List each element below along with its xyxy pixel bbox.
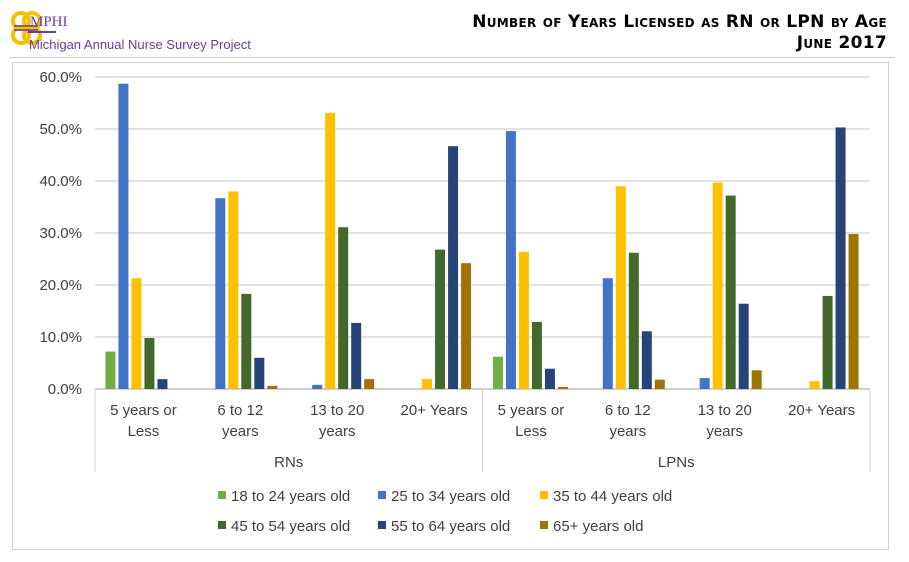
legend-label: 35 to 44 years old bbox=[553, 488, 672, 505]
organization-name: Michigan Annual Nurse Survey Project bbox=[29, 37, 251, 52]
bar-5-6 bbox=[641, 331, 652, 389]
x-tick-label: Less bbox=[128, 423, 160, 440]
legend-swatch bbox=[540, 491, 548, 499]
bar-6-7 bbox=[751, 370, 762, 389]
mphi-logo-icon bbox=[11, 11, 42, 45]
bar-4-6 bbox=[628, 252, 639, 389]
x-tick-label: years bbox=[706, 423, 743, 440]
y-tick-label: 20.0% bbox=[39, 277, 82, 294]
y-tick-label: 50.0% bbox=[39, 121, 82, 138]
x-tick-label: 5 years or bbox=[498, 402, 565, 419]
bar-2-2 bbox=[215, 198, 226, 389]
chart-frame bbox=[12, 62, 889, 550]
bar-6-2 bbox=[267, 385, 278, 389]
x-tick-label: years bbox=[609, 423, 646, 440]
title-line-2: June 2017 bbox=[796, 33, 887, 53]
bar-5-7 bbox=[738, 303, 749, 389]
bar-5-4 bbox=[448, 146, 459, 389]
group-label: LPNs bbox=[658, 454, 695, 471]
bar-5-5 bbox=[544, 368, 555, 389]
legend-label: 18 to 24 years old bbox=[231, 488, 350, 505]
legend-swatch bbox=[540, 521, 548, 529]
legend-swatch bbox=[218, 491, 226, 499]
y-tick-label: 60.0% bbox=[39, 69, 82, 86]
legend-label: 55 to 64 years old bbox=[391, 518, 510, 535]
bar-4-1 bbox=[144, 338, 155, 389]
bar-4-7 bbox=[725, 195, 736, 389]
bar-6-6 bbox=[654, 379, 665, 389]
legend-swatch bbox=[378, 491, 386, 499]
x-tick-label: years bbox=[222, 423, 259, 440]
bar-3-8 bbox=[809, 381, 820, 389]
bar-4-5 bbox=[531, 321, 542, 389]
x-tick-label: 13 to 20 bbox=[698, 402, 752, 419]
x-tick-label: 6 to 12 bbox=[217, 402, 263, 419]
bar-2-3 bbox=[312, 384, 323, 389]
bar-6-8 bbox=[848, 234, 859, 389]
bar-3-6 bbox=[615, 186, 626, 389]
x-tick-label: 20+ Years bbox=[400, 402, 467, 419]
bar-3-7 bbox=[712, 182, 723, 389]
bar-2-6 bbox=[602, 278, 613, 389]
y-tick-label: 10.0% bbox=[39, 329, 82, 346]
x-tick-label: years bbox=[319, 423, 356, 440]
legend-label: 65+ years old bbox=[553, 518, 643, 535]
brand-name: MPHI bbox=[30, 14, 68, 30]
bar-2-7 bbox=[699, 378, 710, 389]
chart-title: Number of Years Licensed as RN or LPN by… bbox=[472, 12, 887, 54]
bar-2-5 bbox=[505, 131, 516, 389]
brand-underline bbox=[28, 31, 56, 33]
bar-5-8 bbox=[835, 127, 846, 389]
bar-1-1 bbox=[105, 351, 116, 389]
title-line-1: Number of Years Licensed as RN or LPN by… bbox=[472, 12, 887, 32]
bar-5-1 bbox=[157, 379, 168, 389]
legend-label: 45 to 54 years old bbox=[231, 518, 350, 535]
bar-6-5 bbox=[557, 386, 568, 389]
x-tick-label: 20+ Years bbox=[788, 402, 855, 419]
y-tick-label: 40.0% bbox=[39, 173, 82, 190]
y-tick-label: 0.0% bbox=[48, 381, 82, 398]
x-tick-label: Less bbox=[515, 423, 547, 440]
bar-6-3 bbox=[364, 379, 375, 389]
bar-3-4 bbox=[422, 379, 433, 389]
bar-4-2 bbox=[241, 293, 252, 389]
y-tick-label: 30.0% bbox=[39, 225, 82, 242]
legend-swatch bbox=[378, 521, 386, 529]
bar-5-3 bbox=[351, 322, 362, 389]
bar-1-5 bbox=[492, 356, 503, 389]
bar-6-4 bbox=[461, 263, 472, 389]
legend-swatch bbox=[218, 521, 226, 529]
header-divider bbox=[10, 57, 895, 58]
x-tick-label: 13 to 20 bbox=[310, 402, 364, 419]
group-label: RNs bbox=[274, 454, 303, 471]
legend-label: 25 to 34 years old bbox=[391, 488, 510, 505]
bar-3-1 bbox=[131, 278, 142, 389]
x-tick-label: 5 years or bbox=[110, 402, 177, 419]
bar-2-1 bbox=[118, 83, 129, 389]
bar-4-8 bbox=[822, 295, 833, 389]
bar-4-4 bbox=[435, 249, 446, 389]
bar-3-2 bbox=[228, 191, 239, 389]
bar-3-5 bbox=[518, 251, 529, 389]
bar-4-3 bbox=[338, 227, 349, 389]
bar-3-3 bbox=[325, 112, 336, 389]
bar-5-2 bbox=[254, 357, 265, 389]
x-tick-label: 6 to 12 bbox=[605, 402, 651, 419]
